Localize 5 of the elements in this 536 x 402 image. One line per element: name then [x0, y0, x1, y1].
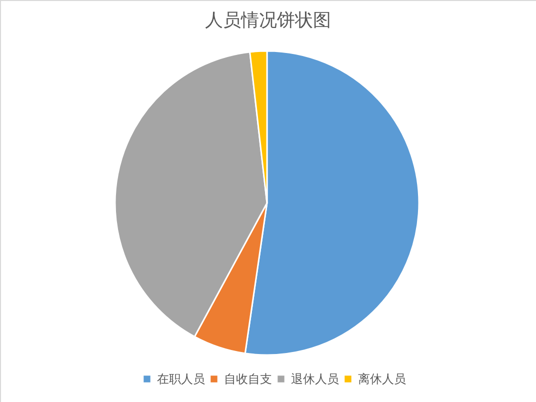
legend-label: 在职人员 [157, 372, 205, 386]
legend-label: 自收自支 [224, 372, 272, 386]
legend-label: 退休人员 [291, 372, 339, 386]
chart-title: 人员情况饼状图 [205, 10, 331, 31]
legend-label: 离休人员 [358, 372, 406, 386]
